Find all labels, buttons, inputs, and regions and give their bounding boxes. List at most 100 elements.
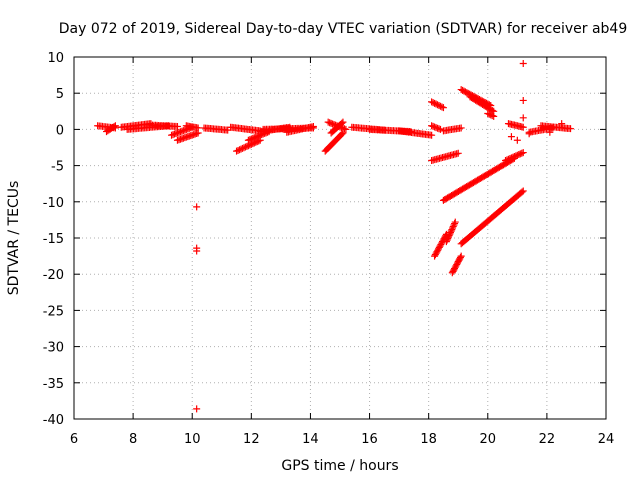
x-tick-label: 10 bbox=[184, 432, 201, 447]
y-tick-label: 0 bbox=[56, 123, 64, 138]
data-point bbox=[484, 109, 492, 117]
data-point-isolated bbox=[546, 128, 554, 136]
data-point bbox=[435, 102, 443, 110]
x-tick-label: 24 bbox=[598, 432, 615, 447]
data-point-isolated bbox=[525, 130, 533, 138]
data-point bbox=[431, 123, 439, 131]
data-point bbox=[513, 151, 521, 159]
data-point bbox=[509, 153, 517, 161]
data-point bbox=[110, 123, 118, 131]
x-axis-label: GPS time / hours bbox=[281, 458, 398, 474]
x-tick-label: 18 bbox=[420, 432, 437, 447]
data-point bbox=[432, 100, 440, 108]
data-point-isolated bbox=[519, 60, 527, 68]
data-point bbox=[237, 145, 245, 153]
data-point bbox=[507, 154, 515, 162]
data-point bbox=[451, 218, 459, 226]
data-point bbox=[428, 98, 436, 106]
data-point bbox=[488, 112, 496, 120]
data-point bbox=[326, 119, 334, 127]
data-point bbox=[445, 232, 453, 240]
y-tick-label: 5 bbox=[56, 87, 64, 102]
data-point bbox=[518, 149, 526, 157]
data-point bbox=[339, 118, 347, 126]
data-point bbox=[504, 155, 512, 163]
x-tick-label: 8 bbox=[129, 432, 137, 447]
data-point bbox=[449, 224, 457, 232]
data-point bbox=[431, 99, 439, 107]
data-point bbox=[503, 156, 511, 164]
data-point bbox=[246, 136, 254, 144]
data-point bbox=[329, 120, 337, 128]
data-point-isolated bbox=[507, 133, 515, 141]
data-point bbox=[253, 133, 261, 141]
data-point bbox=[457, 252, 465, 260]
y-tick-label: -15 bbox=[43, 232, 64, 247]
data-point bbox=[342, 125, 350, 133]
data-point bbox=[338, 119, 346, 127]
data-point bbox=[234, 146, 242, 154]
data-point bbox=[434, 124, 442, 132]
data-point bbox=[456, 253, 464, 261]
grid-lines bbox=[74, 57, 606, 419]
data-point bbox=[250, 134, 258, 142]
y-tick-label: -30 bbox=[43, 341, 64, 356]
data-point bbox=[502, 157, 510, 165]
y-tick-label: -5 bbox=[51, 160, 64, 175]
data-points bbox=[94, 60, 575, 413]
y-tick-label: -10 bbox=[43, 196, 64, 211]
data-point bbox=[338, 130, 346, 138]
y-tick-label: 10 bbox=[47, 51, 64, 66]
data-point bbox=[432, 124, 440, 132]
data-point bbox=[255, 132, 263, 140]
data-point bbox=[435, 125, 443, 133]
data-point bbox=[434, 101, 442, 109]
data-point bbox=[485, 110, 493, 118]
data-point bbox=[241, 143, 249, 151]
y-axis-label: SDTVAR / TECUs bbox=[6, 181, 22, 296]
data-point bbox=[516, 150, 524, 158]
data-point bbox=[454, 149, 462, 157]
data-point bbox=[451, 220, 459, 228]
data-point bbox=[247, 135, 255, 143]
data-point bbox=[506, 155, 514, 163]
x-tick-label: 12 bbox=[243, 432, 260, 447]
data-point-isolated bbox=[193, 405, 201, 413]
data-point bbox=[429, 122, 437, 130]
data-point bbox=[236, 146, 244, 154]
data-point bbox=[252, 133, 260, 141]
data-point bbox=[490, 112, 498, 120]
data-point bbox=[448, 226, 456, 234]
data-point bbox=[444, 233, 452, 241]
data-point bbox=[519, 149, 527, 157]
x-tick-label: 6 bbox=[70, 432, 78, 447]
data-point bbox=[428, 131, 436, 139]
data-point bbox=[436, 125, 444, 133]
data-point bbox=[428, 122, 436, 130]
data-point bbox=[111, 122, 119, 130]
data-point bbox=[450, 221, 458, 229]
chart-title: Day 072 of 2019, Sidereal Day-to-day VTE… bbox=[59, 21, 628, 37]
y-tick-label: -35 bbox=[43, 377, 64, 392]
data-point bbox=[324, 118, 332, 126]
data-point bbox=[240, 144, 248, 152]
x-axis: 6 8 10 12 14 16 18 20 22 24 bbox=[70, 57, 614, 447]
data-point bbox=[249, 134, 257, 142]
data-point-isolated bbox=[193, 247, 201, 255]
data-point bbox=[519, 123, 527, 131]
data-point bbox=[510, 153, 518, 161]
data-point-isolated bbox=[519, 114, 527, 122]
data-point-isolated bbox=[193, 203, 201, 211]
data-point bbox=[512, 152, 520, 160]
data-point bbox=[518, 188, 526, 196]
y-tick-label: -40 bbox=[43, 413, 64, 428]
data-point bbox=[444, 235, 452, 243]
data-point bbox=[243, 142, 251, 150]
data-point bbox=[339, 124, 347, 132]
y-tick-label: -25 bbox=[43, 304, 64, 319]
data-point bbox=[443, 236, 451, 244]
data-point-isolated bbox=[513, 136, 521, 144]
data-point bbox=[446, 229, 454, 237]
data-point bbox=[244, 136, 252, 144]
